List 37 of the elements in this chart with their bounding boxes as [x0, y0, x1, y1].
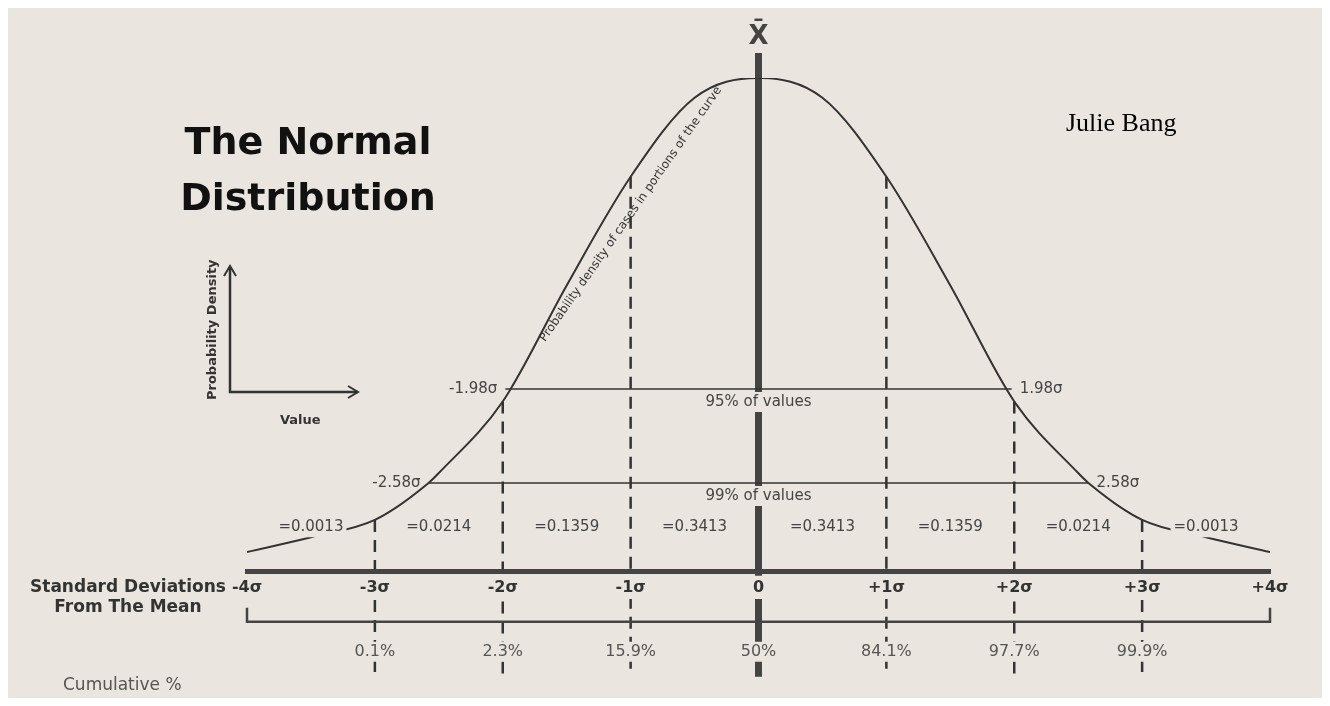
text: The Normal Distribution — [179, 118, 437, 221]
annotation: -1.98σ — [448, 378, 498, 397]
x-tick-label: -4σ — [231, 576, 263, 596]
annotation: 2.58σ — [1096, 472, 1140, 491]
annotation: Value — [280, 412, 321, 427]
annotation: -2.58σ — [372, 472, 422, 491]
x-tick-label: +3σ — [1123, 576, 1161, 596]
annotation: 95% of values — [705, 391, 812, 410]
text: Cumulative % — [63, 674, 182, 694]
annotation: =0.0214 — [1045, 517, 1111, 536]
text: 50% — [740, 640, 777, 660]
annotation: =0.0214 — [406, 517, 472, 536]
annotation: 99% of values — [705, 485, 812, 504]
x-axis-title: Standard Deviations From The Mean — [29, 576, 227, 616]
annotation: =0.1359 — [534, 517, 600, 536]
ref-line-label: X̄ — [748, 18, 769, 50]
text: Probability Density — [204, 259, 219, 400]
x-tick-label: +4σ — [1251, 576, 1289, 596]
annotation: =0.3413 — [789, 517, 855, 536]
annotation: =0.0013 — [278, 517, 344, 536]
x-tick-label: 0 — [752, 576, 765, 596]
text: 84.1% — [860, 640, 912, 660]
annotation: Julie Bang — [1066, 108, 1177, 138]
annotation: 1.98σ — [1019, 378, 1064, 397]
x-tick-label: -2σ — [487, 576, 518, 596]
annotation: =0.3413 — [662, 517, 728, 536]
x-tick-label: +2σ — [995, 576, 1033, 596]
annotation: =0.1359 — [917, 517, 983, 536]
annotation: =0.0013 — [1173, 517, 1239, 536]
x-tick-label: -1σ — [615, 576, 646, 596]
text: 2.3% — [482, 640, 524, 660]
text: 0.1% — [354, 640, 396, 660]
text: 15.9% — [605, 640, 657, 660]
x-tick-label: -3σ — [359, 576, 390, 596]
x-tick-label: +1σ — [867, 576, 905, 596]
text: 97.7% — [988, 640, 1040, 660]
text: 99.9% — [1116, 640, 1168, 660]
